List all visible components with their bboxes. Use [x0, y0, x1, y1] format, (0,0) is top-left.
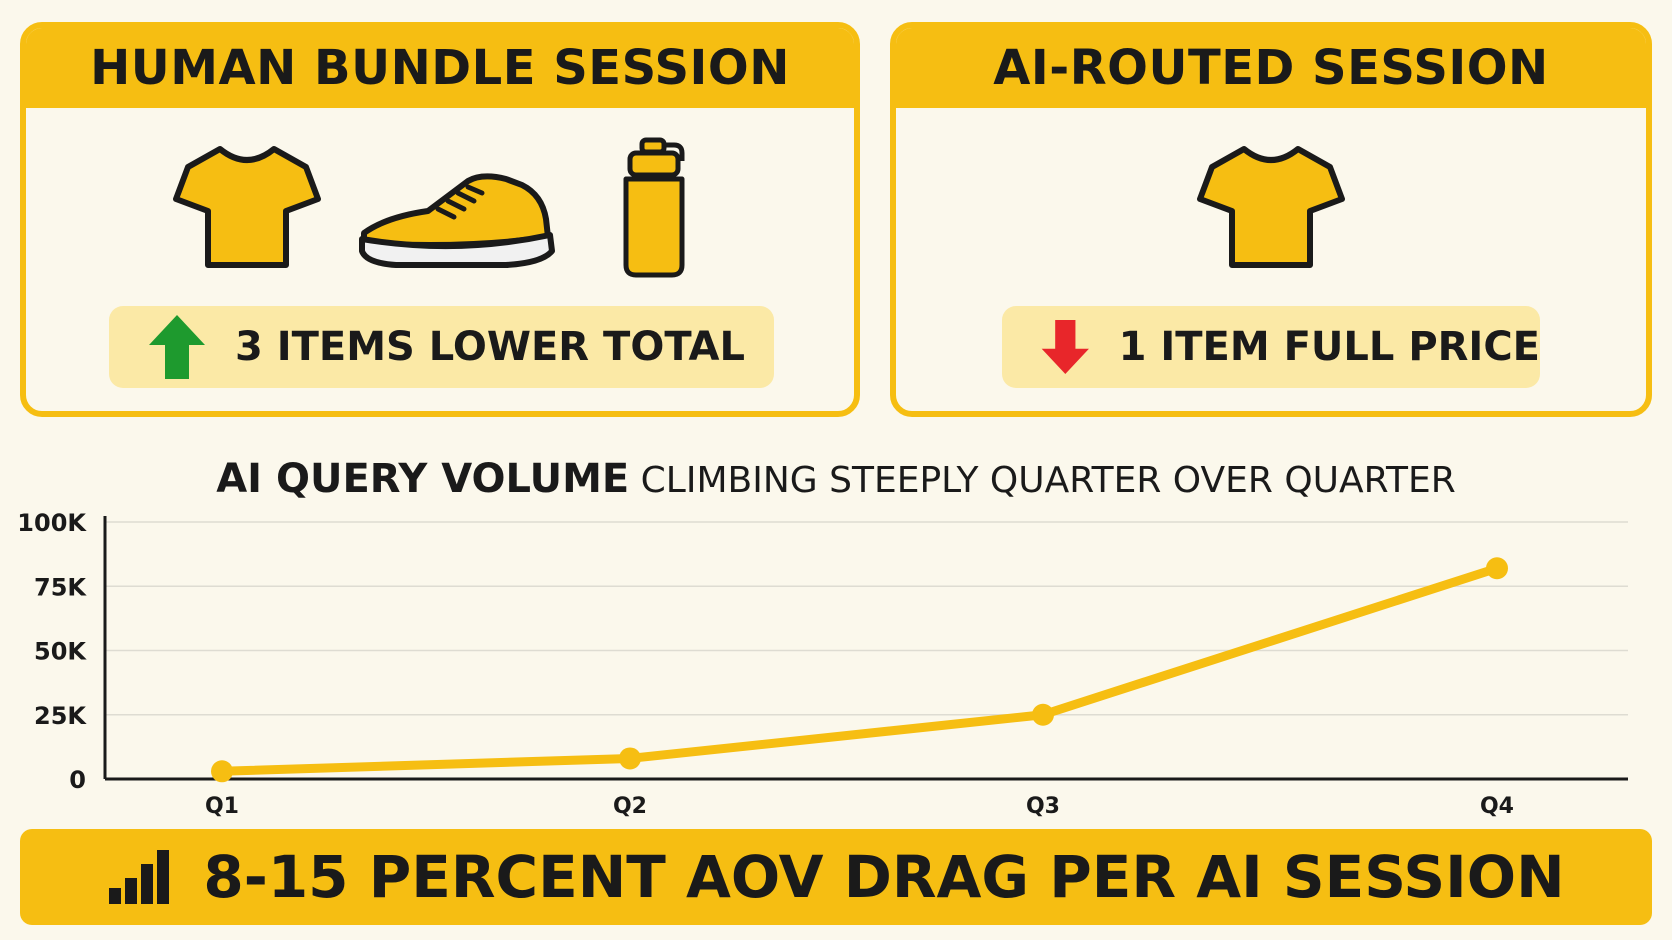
down-arrow-icon	[1041, 320, 1089, 374]
ai-routed-card: AI-ROUTED SESSION 1 ITEM FULL PRICE	[890, 22, 1652, 417]
x-tick-label: Q3	[1026, 794, 1060, 819]
x-tick-label: Q1	[205, 794, 239, 819]
sneaker-icon	[359, 173, 555, 268]
chart-title-bold: AI QUERY VOLUME	[216, 456, 630, 502]
ai-routed-icons	[896, 133, 1646, 283]
tshirt-icon	[173, 146, 321, 268]
data-point	[211, 760, 233, 783]
up-arrow-icon	[149, 315, 205, 379]
data-point	[1032, 703, 1054, 726]
y-tick-label: 0	[69, 766, 86, 794]
y-tick-label: 100K	[17, 509, 87, 537]
aov-drag-banner: 8-15 PERCENT AOV DRAG PER AI SESSION	[20, 829, 1652, 925]
data-point	[619, 747, 641, 770]
human-bundle-title: HUMAN BUNDLE SESSION	[26, 28, 854, 108]
human-bundle-card: HUMAN BUNDLE SESSION 3 ITEMS LOWER TOTAL	[20, 22, 860, 417]
bundle-result-text: 3 ITEMS LOWER TOTAL	[235, 324, 745, 370]
tshirt-icon	[1197, 146, 1345, 268]
ai-result-pill: 1 ITEM FULL PRICE	[1002, 306, 1540, 388]
data-point	[1486, 557, 1508, 580]
ai-routed-title: AI-ROUTED SESSION	[896, 28, 1646, 108]
y-tick-label: 50K	[34, 638, 87, 666]
y-tick-label: 75K	[34, 573, 87, 601]
bar-chart-icon	[109, 850, 170, 904]
bundle-result-pill: 3 ITEMS LOWER TOTAL	[109, 306, 774, 388]
ai-query-volume-chart: 0 25K 50K 75K 100K Q1 Q2 Q3 Q4	[17, 509, 1628, 819]
bundle-icons	[26, 133, 854, 283]
x-tick-label: Q2	[613, 794, 647, 819]
ai-result-text: 1 ITEM FULL PRICE	[1118, 324, 1540, 370]
x-tick-label: Q4	[1480, 794, 1514, 819]
chart-title-rest: CLIMBING STEEPLY QUARTER OVER QUARTER	[640, 460, 1456, 501]
chart-title: AI QUERY VOLUME CLIMBING STEEPLY QUARTER…	[0, 456, 1672, 502]
series-line	[217, 563, 1502, 776]
y-tick-label: 25K	[34, 702, 87, 730]
aov-drag-text: 8-15 PERCENT AOV DRAG PER AI SESSION	[203, 843, 1565, 911]
water-bottle-icon	[623, 137, 685, 278]
